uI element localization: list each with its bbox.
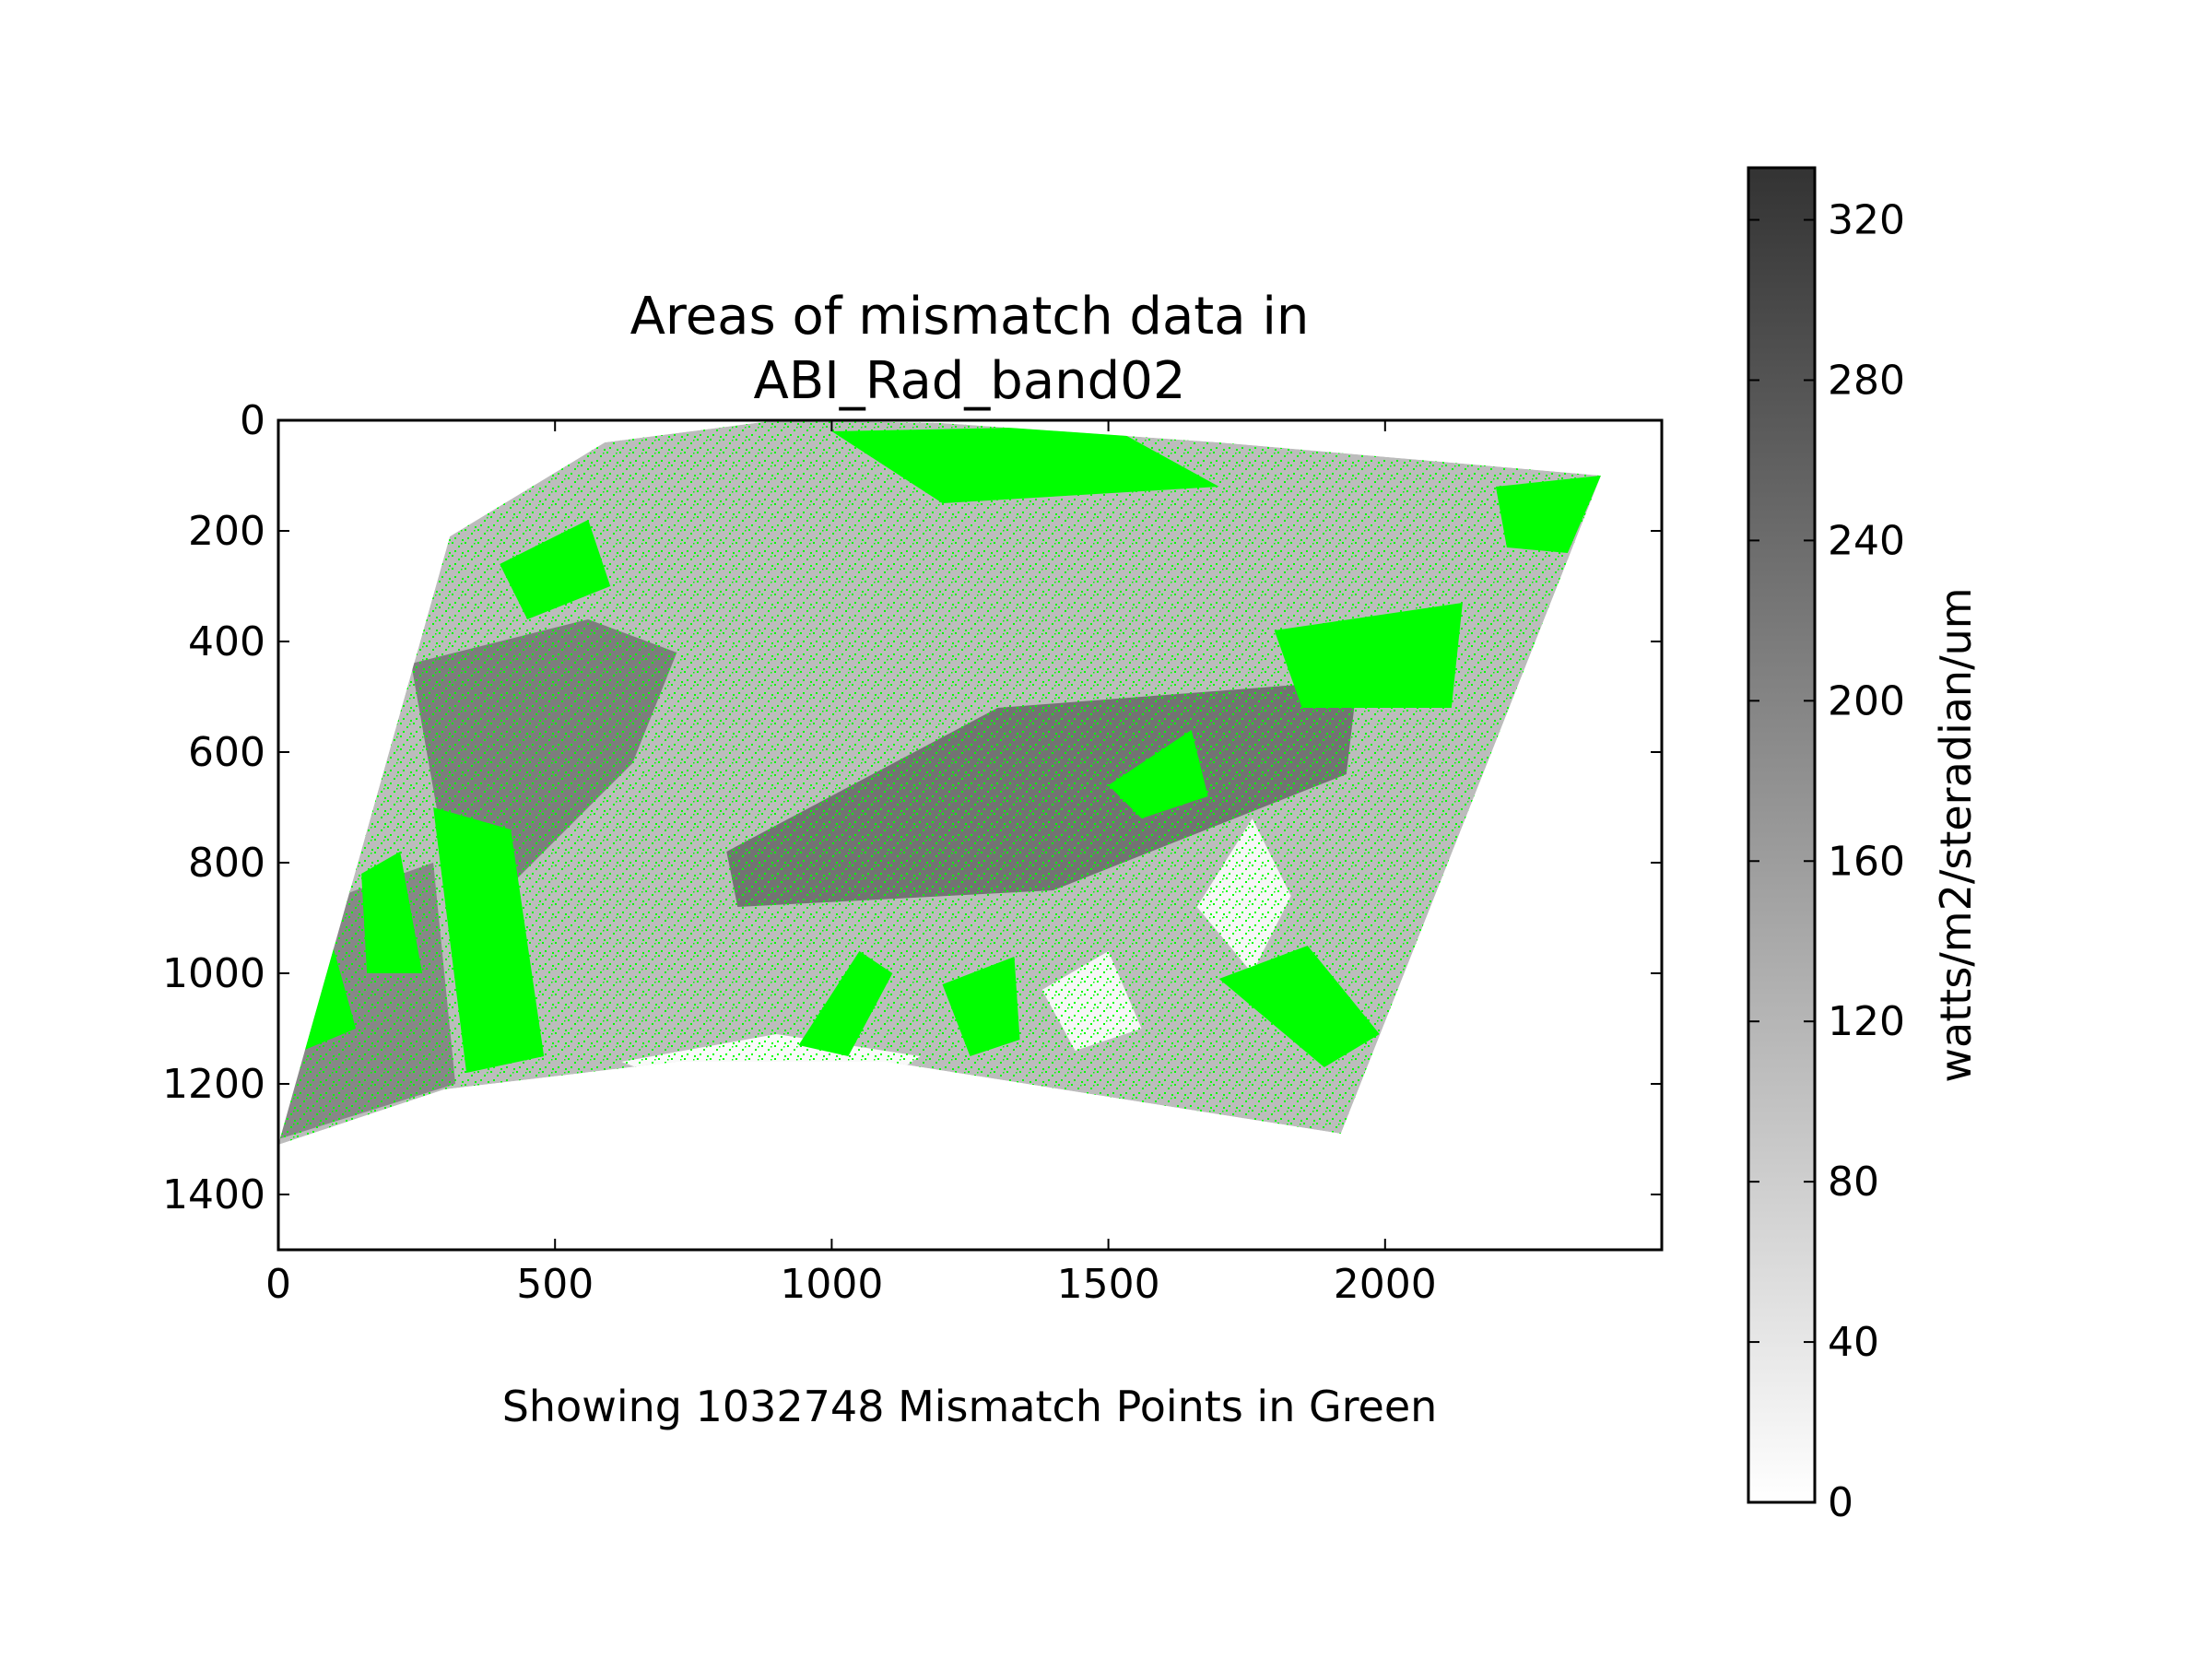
colorbar-tick-label: 280 <box>1828 357 1905 404</box>
colorbar-tick-label: 160 <box>1828 838 1905 885</box>
y-tick-label: 600 <box>188 729 265 776</box>
mismatch-region <box>831 426 1219 503</box>
mismatch-region <box>942 957 1020 1056</box>
y-tick-label: 400 <box>188 618 265 665</box>
colorbar-tick-label: 120 <box>1828 998 1905 1045</box>
y-tick-label: 1200 <box>162 1061 265 1108</box>
colorbar-ticks: 0 40 80 120 160 200 240 280 320 <box>1748 197 1905 1526</box>
chart-caption: Showing 1032748 Mismatch Points in Green <box>502 1382 1438 1431</box>
x-tick-label: 1500 <box>1057 1261 1160 1308</box>
mismatch-region <box>361 852 423 973</box>
colorbar-tick-label: 320 <box>1828 197 1905 244</box>
colorbar-tick-label: 240 <box>1828 517 1905 564</box>
x-tick-label: 1000 <box>780 1261 883 1308</box>
mismatch-region <box>1108 730 1208 818</box>
colorbar <box>1747 166 1817 1504</box>
mismatch-region <box>798 951 893 1056</box>
swath <box>278 420 1601 1145</box>
plot-image <box>278 420 1601 1145</box>
x-tick-label: 0 <box>265 1261 291 1308</box>
x-axis: 0 500 1000 1500 2000 <box>265 420 1437 1308</box>
chart-title-line2: ABI_Rad_band02 <box>754 351 1186 411</box>
colorbar-tick-label: 80 <box>1828 1159 1879 1206</box>
y-axis: 0 200 400 600 800 1000 1200 1400 <box>162 397 1662 1218</box>
y-tick-label: 0 <box>240 397 265 444</box>
axes-frame <box>276 418 1664 1252</box>
chart-title-line1: Areas of mismatch data in <box>630 287 1310 347</box>
x-tick-label: 2000 <box>1334 1261 1437 1308</box>
y-tick-label: 1400 <box>162 1171 265 1218</box>
mismatch-region <box>500 520 611 619</box>
mismatch-region <box>1218 946 1380 1067</box>
mismatch-region <box>1274 603 1463 708</box>
y-tick-label: 200 <box>188 508 265 555</box>
mismatch-region <box>433 807 545 1073</box>
x-tick-label: 500 <box>516 1261 594 1308</box>
colorbar-tick-label: 0 <box>1828 1479 1853 1526</box>
colorbar-tick-label: 40 <box>1828 1319 1879 1366</box>
colorbar-tick-label: 200 <box>1828 677 1905 724</box>
y-tick-label: 800 <box>188 840 265 887</box>
y-tick-label: 1000 <box>162 950 265 997</box>
colorbar-label: watts/m2/steradian/um <box>1931 587 1981 1082</box>
mismatch-region <box>1495 476 1601 553</box>
